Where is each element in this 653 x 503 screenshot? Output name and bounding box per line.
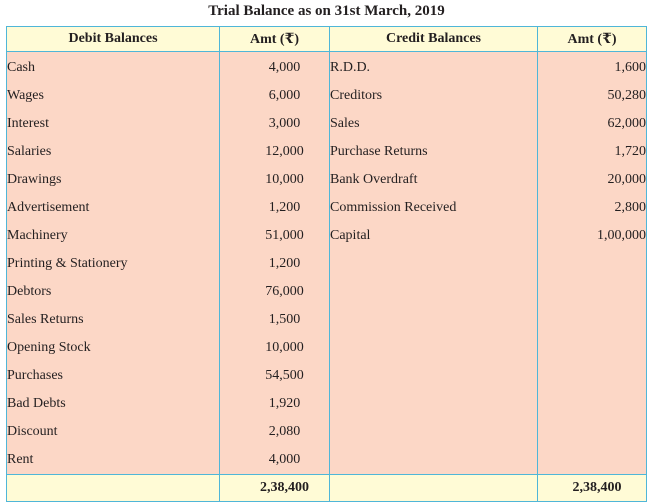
credit-amount: [537, 250, 647, 278]
credit-amount: [537, 306, 647, 334]
credit-account-name: Commission Received: [329, 194, 538, 222]
credit-account-name: [329, 250, 538, 278]
page-title: Trial Balance as on 31st March, 2019: [208, 3, 445, 19]
table-row: Purchases 54,500: [6, 362, 647, 390]
debit-account-name: Machinery: [6, 222, 220, 250]
debit-amount: 10,000: [219, 166, 330, 194]
debit-amount: 4,000: [219, 51, 330, 82]
credit-amount: 2,800: [537, 194, 647, 222]
credit-account-name: [329, 362, 538, 390]
table-row: Salaries 12,000 Purchase Returns 1,720: [6, 138, 647, 166]
credit-account-name: [329, 446, 538, 475]
credit-amount: [537, 446, 647, 475]
total-label-credit: [329, 474, 538, 502]
table-row: Opening Stock 10,000: [6, 334, 647, 362]
credit-account-name: [329, 334, 538, 362]
debit-account-name: Discount: [6, 418, 220, 446]
credit-amount-header: Amt (₹): [537, 26, 647, 52]
debit-amount: 1,920: [219, 390, 330, 418]
debit-account-name: Cash: [6, 51, 220, 82]
credit-account-name: Bank Overdraft: [329, 166, 538, 194]
table-row: Rent 4,000: [6, 446, 647, 475]
table-header-row: Debit Balances Amt (₹) Credit Balances A…: [6, 26, 647, 52]
table-row: Bad Debts 1,920: [6, 390, 647, 418]
credit-balances-header: Credit Balances: [329, 26, 538, 52]
debit-account-name: Salaries: [6, 138, 220, 166]
credit-account-name: Creditors: [329, 82, 538, 110]
debit-amount: 1,200: [219, 250, 330, 278]
table-row: Cash 4,000 R.D.D. 1,600: [6, 51, 647, 82]
debit-account-name: Purchases: [6, 362, 220, 390]
table-row: Discount 2,080: [6, 418, 647, 446]
debit-amount: 6,000: [219, 82, 330, 110]
debit-account-name: Advertisement: [6, 194, 220, 222]
debit-account-name: Debtors: [6, 278, 220, 306]
table-body: Cash 4,000 R.D.D. 1,600 Wages 6,000 Creditors 5…: [6, 51, 647, 475]
credit-amount: [537, 390, 647, 418]
debit-amount: 1,200: [219, 194, 330, 222]
table-row: Wages 6,000 Creditors 50,280: [6, 82, 647, 110]
credit-total: 2,38,400: [537, 474, 647, 502]
credit-amount: 62,000: [537, 110, 647, 138]
table-row: Sales Returns 1,500: [6, 306, 647, 334]
credit-amount: [537, 418, 647, 446]
credit-account-name: [329, 390, 538, 418]
debit-amount: 12,000: [219, 138, 330, 166]
credit-amount: [537, 362, 647, 390]
total-row: 2,38,400 2,38,400: [6, 474, 647, 502]
debit-total: 2,38,400: [219, 474, 330, 502]
debit-amount: 1,500: [219, 306, 330, 334]
table-row: Printing & Stationery 1,200: [6, 250, 647, 278]
table-row: Advertisement 1,200 Commission Received 2,8…: [6, 194, 647, 222]
debit-amount: 54,500: [219, 362, 330, 390]
credit-account-name: [329, 306, 538, 334]
credit-account-name: Purchase Returns: [329, 138, 538, 166]
debit-account-name: Sales Returns: [6, 306, 220, 334]
credit-account-name: [329, 278, 538, 306]
debit-account-name: Opening Stock: [6, 334, 220, 362]
debit-account-name: Printing & Stationery: [6, 250, 220, 278]
credit-amount: [537, 278, 647, 306]
debit-balances-header: Debit Balances: [6, 26, 220, 52]
credit-amount: [537, 334, 647, 362]
credit-account-name: [329, 418, 538, 446]
debit-amount: 76,000: [219, 278, 330, 306]
credit-amount: 50,280: [537, 82, 647, 110]
trial-balance-table: Debit Balances Amt (₹) Credit Balances A…: [6, 26, 647, 502]
debit-account-name: Bad Debts: [6, 390, 220, 418]
credit-account-name: Capital: [329, 222, 538, 250]
table-row: Interest 3,000 Sales 62,000: [6, 110, 647, 138]
debit-amount: 2,080: [219, 418, 330, 446]
credit-amount: 1,00,000: [537, 222, 647, 250]
total-label-debit: [6, 474, 220, 502]
debit-amount: 51,000: [219, 222, 330, 250]
debit-amount: 3,000: [219, 110, 330, 138]
debit-account-name: Rent: [6, 446, 220, 475]
credit-account-name: Sales: [329, 110, 538, 138]
table-row: Drawings 10,000 Bank Overdraft 20,000: [6, 166, 647, 194]
debit-account-name: Drawings: [6, 166, 220, 194]
table-row: Machinery 51,000 Capital 1,00,000: [6, 222, 647, 250]
table-row: Debtors 76,000: [6, 278, 647, 306]
debit-account-name: Interest: [6, 110, 220, 138]
debit-amount: 4,000: [219, 446, 330, 475]
credit-amount: 1,720: [537, 138, 647, 166]
credit-account-name: R.D.D.: [329, 51, 538, 82]
debit-amount-header: Amt (₹): [219, 26, 330, 52]
credit-amount: 20,000: [537, 166, 647, 194]
debit-amount: 10,000: [219, 334, 330, 362]
debit-account-name: Wages: [6, 82, 220, 110]
credit-amount: 1,600: [537, 51, 647, 82]
